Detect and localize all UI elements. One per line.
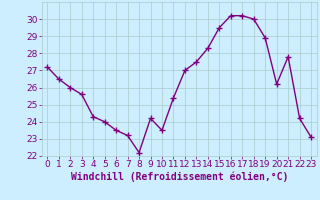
X-axis label: Windchill (Refroidissement éolien,°C): Windchill (Refroidissement éolien,°C) [70,172,288,182]
